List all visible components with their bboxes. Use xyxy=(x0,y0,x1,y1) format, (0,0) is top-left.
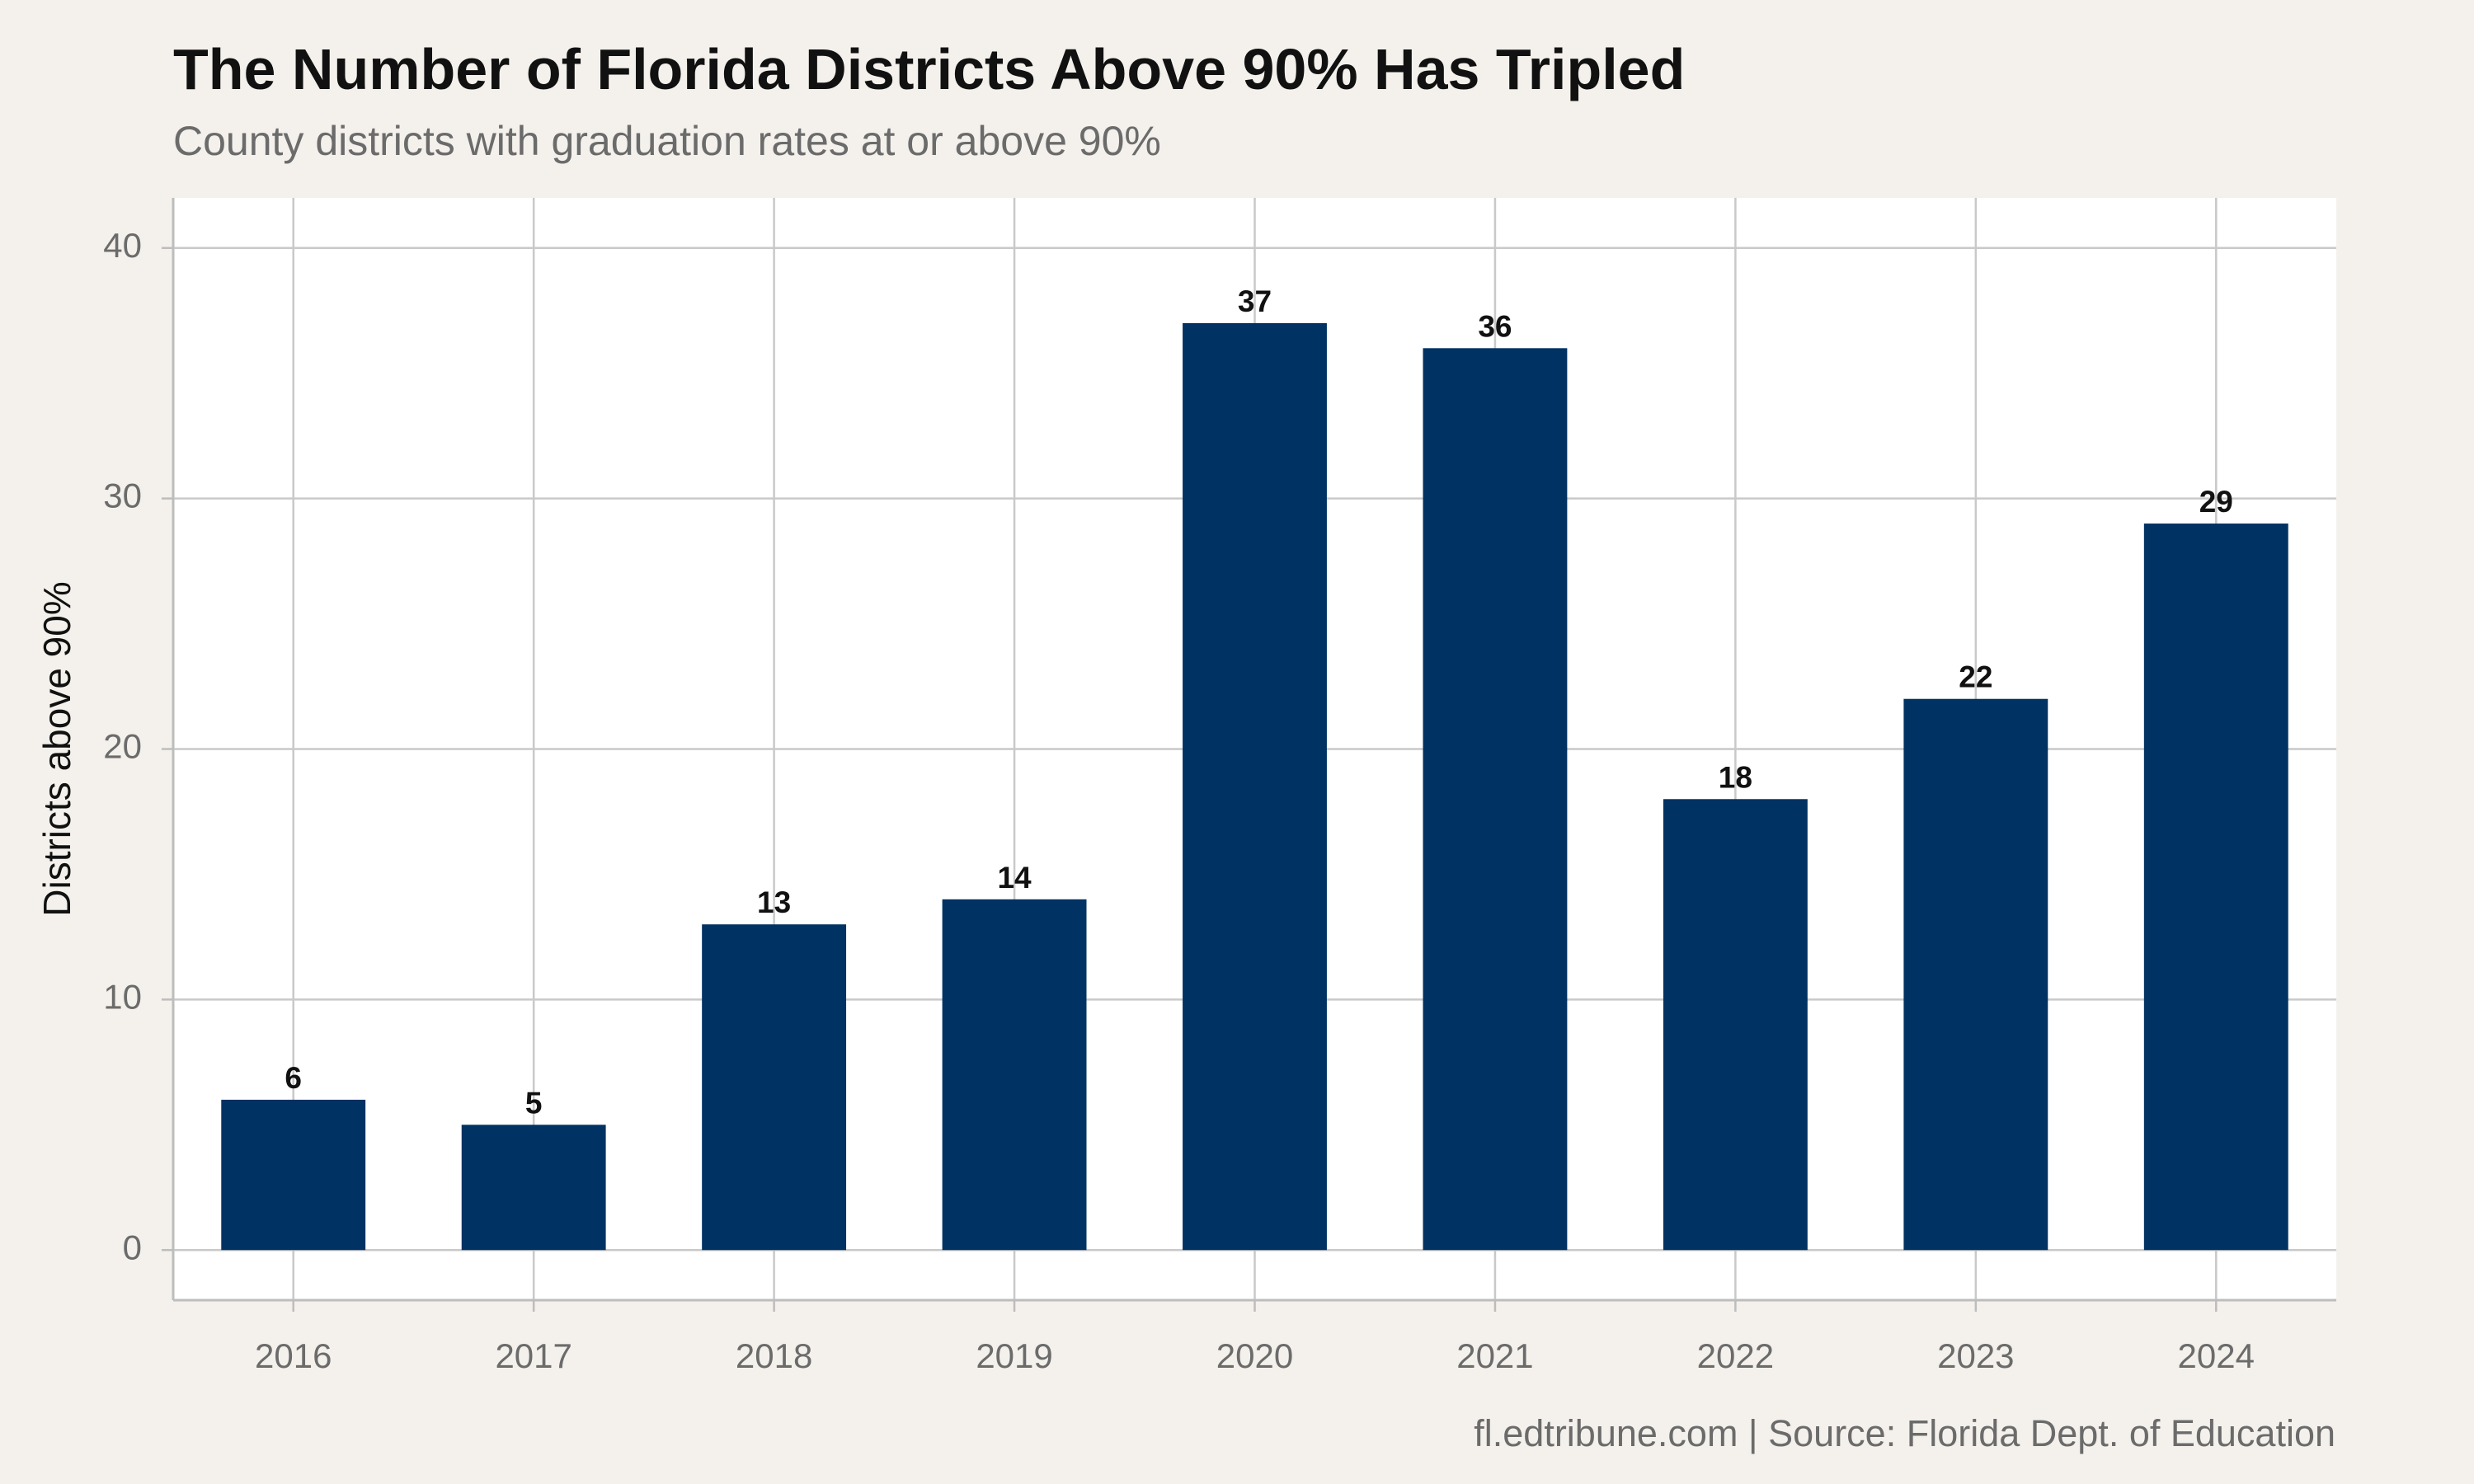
x-tick-labels: 2016 2017 2018 2019 2020 2021 2022 2023 2024 xyxy=(255,1336,2255,1375)
chart-subtitle: County districts with graduation rates a… xyxy=(173,118,1161,164)
y-tick-label: 30 xyxy=(103,477,142,515)
bar-2016 xyxy=(221,1099,366,1251)
x-tick-label-2023: 2023 xyxy=(1937,1336,2014,1375)
bar-2024 xyxy=(2143,524,2288,1251)
bar-label-2022: 18 xyxy=(1719,760,1752,794)
bar-label-2016: 6 xyxy=(285,1061,302,1095)
x-tick-label-2020: 2020 xyxy=(1216,1336,1293,1375)
x-tick-label-2018: 2018 xyxy=(736,1336,812,1375)
bar-label-2017: 5 xyxy=(525,1086,543,1120)
bar-label-2021: 36 xyxy=(1478,309,1512,343)
bar-labels: 6 5 13 14 37 36 18 22 29 xyxy=(285,284,2232,1120)
bars xyxy=(221,322,2288,1251)
bar-label-2024: 29 xyxy=(2199,485,2233,519)
y-tick-label: 10 xyxy=(103,977,142,1016)
bar-2018 xyxy=(702,924,847,1251)
bar-2023 xyxy=(1903,698,2048,1251)
y-tick-label: 20 xyxy=(103,727,142,766)
x-tick-label-2016: 2016 xyxy=(255,1336,332,1375)
x-tick-label-2021: 2021 xyxy=(1456,1336,1533,1375)
y-tick-label: 0 xyxy=(123,1228,142,1266)
y-tick-label: 40 xyxy=(103,226,142,265)
chart-title: The Number of Florida Districts Above 90… xyxy=(173,37,1686,101)
x-tick-label-2019: 2019 xyxy=(976,1336,1052,1375)
bar-label-2019: 14 xyxy=(997,861,1032,895)
chart-caption: fl.edtribune.com | Source: Florida Dept.… xyxy=(1474,1412,2335,1454)
y-axis-title: Districts above 90% xyxy=(35,581,78,917)
bar-2020 xyxy=(1183,322,1327,1251)
x-tick-label-2017: 2017 xyxy=(495,1336,571,1375)
y-tick-labels: 0 10 20 30 40 xyxy=(103,226,142,1266)
bar-2021 xyxy=(1423,348,1568,1251)
axis-lines xyxy=(172,198,2336,1302)
bar-label-2018: 13 xyxy=(757,885,791,919)
bar-label-2023: 22 xyxy=(1959,660,1992,694)
bar-2022 xyxy=(1663,799,1808,1251)
bar-2017 xyxy=(461,1125,606,1251)
bar-2019 xyxy=(942,899,1087,1251)
bar-label-2020: 37 xyxy=(1238,284,1272,318)
x-tick-label-2024: 2024 xyxy=(2178,1336,2255,1375)
x-tick-label-2022: 2022 xyxy=(1697,1336,1774,1375)
